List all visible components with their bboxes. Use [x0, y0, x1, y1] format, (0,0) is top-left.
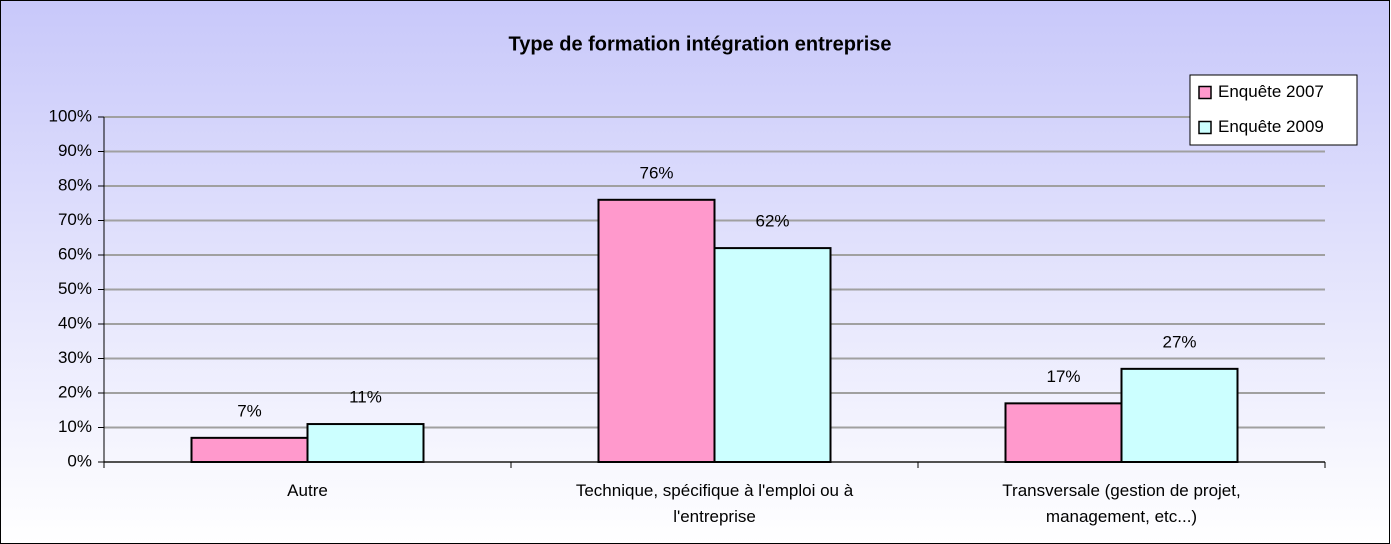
y-tick-label: 20% [58, 382, 92, 401]
y-tick-label: 100% [49, 106, 92, 125]
bar [190, 436, 309, 464]
x-tick-label: Technique, spécifique à l'emploi ou à l'… [575, 481, 854, 526]
y-tick-label: 50% [58, 279, 92, 298]
y-tick-label: 80% [58, 175, 92, 194]
legend-box [1189, 74, 1358, 146]
data-label: 76% [639, 163, 673, 182]
y-tick-label: 40% [58, 313, 92, 332]
y-tick-label: 10% [58, 417, 92, 436]
bar [1120, 367, 1239, 464]
data-label: 7% [237, 401, 262, 420]
bar [306, 423, 425, 463]
legend-swatch [1198, 120, 1212, 135]
bar [1004, 402, 1123, 464]
legend-label: Enquête 2009 [1218, 117, 1324, 136]
x-tick-label: Autre [287, 481, 328, 500]
data-label: 27% [1162, 332, 1196, 351]
y-tick-label: 70% [58, 210, 92, 229]
data-label: 62% [755, 212, 789, 231]
bar [713, 247, 832, 463]
y-tick-label: 0% [67, 451, 92, 470]
y-tick-label: 90% [58, 141, 92, 160]
legend-swatch [1198, 85, 1212, 100]
y-tick-label: 60% [58, 244, 92, 263]
y-tick-label: 30% [58, 348, 92, 367]
legend-label: Enquête 2007 [1218, 82, 1324, 101]
data-label: 11% [349, 388, 382, 407]
bar [597, 198, 716, 464]
x-tick-label: Transversale (gestion de projet, managem… [1002, 481, 1241, 526]
chart-title: Type de formation intégration entreprise [508, 33, 891, 55]
data-label: 17% [1046, 367, 1080, 386]
